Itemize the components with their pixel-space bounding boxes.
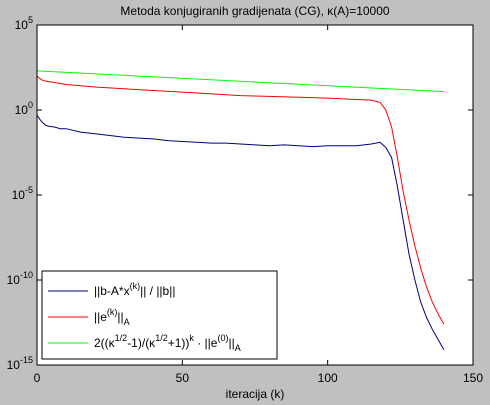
x-tick-label: 50	[176, 371, 190, 385]
legend-label-3: 2((κ1/2-1)/(κ1/2+1))k · ||e(0)||A	[94, 333, 241, 353]
y-tick-label: 100	[15, 100, 33, 117]
x-axis-label: iteracija (k)	[226, 387, 285, 401]
y-tick-label: 10-5	[12, 185, 33, 202]
legend-label-2: ||e(k)||A	[94, 307, 130, 327]
y-tick-label: 10-10	[7, 270, 33, 287]
y-tick-label: 10-15	[7, 355, 33, 372]
x-tick-label: 0	[34, 371, 41, 385]
series-line-2	[36, 75, 445, 325]
x-tick-label: 150	[463, 371, 483, 385]
legend: ||b-A*x(k)|| / ||b|| ||e(k)||A 2((κ1/2-1)/…	[41, 270, 278, 360]
chart-title: Metoda konjugiranih gradijenata (CG), κ(…	[120, 4, 389, 18]
series-layer	[36, 70, 445, 350]
x-tick-label: 100	[318, 371, 338, 385]
series-line-1	[36, 114, 445, 350]
series-line-3	[36, 70, 444, 93]
y-tick-label: 105	[15, 15, 33, 32]
legend-box	[41, 270, 278, 360]
ticks-layer: 0 50 100 150 10-15 10-10 10-5 100 105	[7, 15, 484, 385]
legend-label-1: ||b-A*x(k)|| / ||b||	[94, 281, 175, 298]
